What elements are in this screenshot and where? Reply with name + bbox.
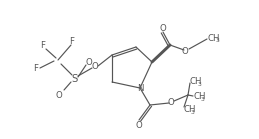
Text: F: F bbox=[69, 37, 75, 45]
Text: CH: CH bbox=[193, 91, 205, 100]
Text: O: O bbox=[136, 121, 142, 130]
Text: 3: 3 bbox=[191, 110, 195, 115]
Text: O: O bbox=[86, 58, 92, 66]
Text: CH: CH bbox=[190, 76, 203, 85]
Text: O: O bbox=[182, 47, 188, 55]
Text: 3: 3 bbox=[198, 81, 202, 86]
Text: S: S bbox=[71, 74, 77, 84]
Text: CH: CH bbox=[208, 33, 220, 43]
Text: F: F bbox=[40, 40, 46, 49]
Text: N: N bbox=[137, 84, 143, 92]
Text: 3: 3 bbox=[216, 38, 220, 43]
Text: F: F bbox=[33, 64, 39, 73]
Text: O: O bbox=[160, 23, 166, 33]
Text: O: O bbox=[56, 90, 62, 100]
Text: CH: CH bbox=[183, 105, 196, 114]
Text: O: O bbox=[168, 97, 174, 106]
Text: O: O bbox=[92, 61, 98, 70]
Text: 3: 3 bbox=[201, 96, 205, 101]
